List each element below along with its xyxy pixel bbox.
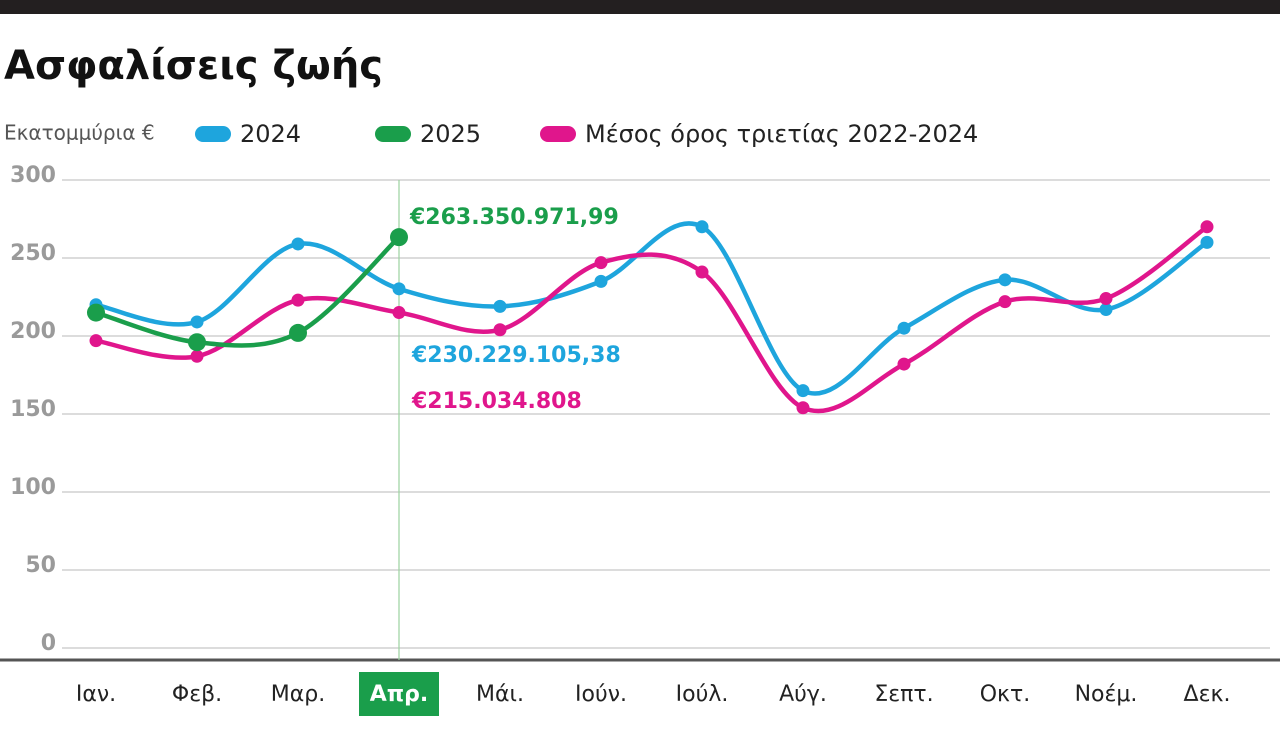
x-tick-label: Ιούν. [575, 682, 627, 707]
data-point [291, 237, 305, 251]
data-point [392, 282, 406, 296]
data-point [1099, 302, 1113, 316]
annotation: €215.034.808 [411, 389, 582, 414]
data-point [796, 384, 810, 398]
x-tick-label: Φεβ. [172, 682, 222, 707]
x-tick-label: Μάι. [476, 682, 524, 707]
annotation: €263.350.971,99 [409, 205, 619, 230]
y-tick-label: 300 [10, 163, 56, 188]
data-point [188, 333, 206, 352]
x-tick-label: Δεκ. [1184, 682, 1231, 707]
data-point [897, 357, 911, 371]
y-tick-label: 0 [41, 631, 56, 656]
data-point [1099, 292, 1113, 306]
x-tick-label: Απρ. [370, 682, 429, 707]
data-point [1200, 220, 1214, 234]
legend-label: 2024 [240, 120, 301, 148]
data-point [493, 323, 507, 337]
series-line [93, 224, 1210, 414]
series-line [93, 221, 1210, 396]
y-tick-label: 100 [10, 475, 56, 500]
data-point [695, 265, 709, 279]
data-point [291, 293, 305, 307]
x-tick-label: Μαρ. [271, 682, 325, 707]
x-tick-label: Οκτ. [980, 682, 1031, 707]
data-point [190, 349, 204, 363]
data-point [1200, 235, 1214, 249]
data-point [289, 323, 307, 342]
y-tick-label: 150 [10, 397, 56, 422]
series-line [93, 234, 402, 348]
data-point [998, 273, 1012, 287]
data-point [594, 274, 608, 288]
data-point [695, 220, 709, 234]
legend-label: 2025 [420, 120, 481, 148]
annotation: €230.229.105,38 [411, 343, 621, 368]
legend-label: Μέσος όρος τριετίας 2022-2024 [585, 120, 978, 148]
data-point [897, 321, 911, 335]
data-point [998, 295, 1012, 309]
x-tick-label: Νοέμ. [1075, 682, 1138, 707]
data-point [493, 299, 507, 313]
x-tick-label: Ιαν. [76, 682, 116, 707]
highlight-box [359, 672, 439, 716]
data-point [392, 306, 406, 320]
y-tick-label: 250 [10, 241, 56, 266]
data-point [190, 315, 204, 329]
x-tick-label: Αύγ. [779, 682, 827, 707]
top-bar [0, 0, 1280, 14]
data-point [796, 401, 810, 415]
data-point [89, 334, 103, 348]
data-point [594, 256, 608, 270]
y-axis-label: Εκατομμύρια € [4, 121, 155, 145]
data-point [87, 303, 105, 322]
x-tick-label: Ιούλ. [676, 682, 729, 707]
y-tick-label: 50 [25, 553, 56, 578]
chart-title: Ασφαλίσεις ζωής [4, 43, 383, 89]
x-tick-label: Σεπτ. [874, 682, 933, 707]
data-point [390, 228, 408, 247]
y-tick-label: 200 [10, 319, 56, 344]
